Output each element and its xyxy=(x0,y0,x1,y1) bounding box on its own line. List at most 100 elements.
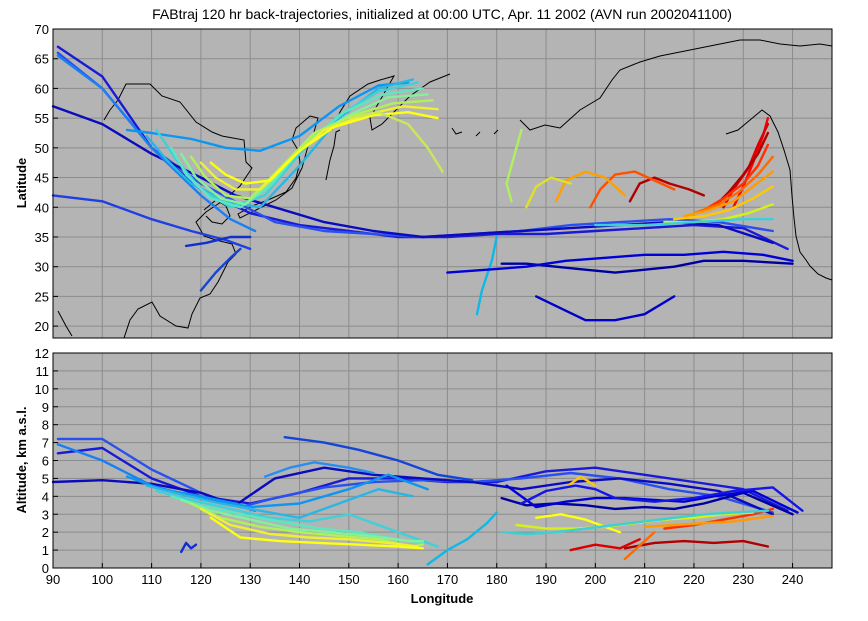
trajectory-line-29 xyxy=(525,176,572,209)
trajectory-line-32 xyxy=(535,295,676,322)
trajectory-line-20 xyxy=(702,143,770,212)
map-panel-background xyxy=(53,29,832,338)
longitude-tick-label: 110 xyxy=(141,572,162,587)
trajectory-line-27 xyxy=(589,170,676,209)
latitude-tick-label: 20 xyxy=(35,319,49,334)
trajectory-line-26 xyxy=(628,176,705,203)
latitude-tick-label: 65 xyxy=(35,52,49,67)
trajectory-line-6 xyxy=(145,484,415,519)
trajectory-line-9 xyxy=(179,498,424,543)
trajectory-line-12 xyxy=(209,516,424,550)
trajectory-line-15 xyxy=(199,247,242,292)
latitude-tick-label: 35 xyxy=(35,230,49,245)
altitude-tick-label: 7 xyxy=(42,436,49,451)
trajectory-line-28 xyxy=(520,484,804,512)
coastlines xyxy=(57,39,833,339)
trajectory-line-26 xyxy=(500,491,794,516)
altitude-tick-label: 1 xyxy=(42,543,49,558)
latitude-axis-label: Latitude xyxy=(14,158,29,209)
trajectory-line-27 xyxy=(505,484,799,514)
trajectory-line-16 xyxy=(426,511,498,566)
trajectory-line-2 xyxy=(56,437,774,514)
latitude-tick-label: 25 xyxy=(35,289,49,304)
longitude-axis-label: Longitude xyxy=(411,591,474,606)
longitude-tick-label: 150 xyxy=(338,572,360,587)
trajectory-line-15 xyxy=(263,461,375,478)
coastline-kamchatka xyxy=(331,73,451,131)
trajectory-line-13 xyxy=(209,110,439,185)
trajectory-line-25 xyxy=(594,217,774,227)
trajectory-line-4 xyxy=(51,194,252,251)
longitude-tick-labels: 90 100 110 120 130 140 150 160 170 180 190 200 210 22… xyxy=(46,563,804,587)
altitude-tick-label: 8 xyxy=(42,418,49,433)
altitude-tick-label: 3 xyxy=(42,507,49,522)
trajectory-line-23 xyxy=(673,185,774,221)
latitude-tick-label: 70 xyxy=(35,22,49,37)
trajectory-line-20 xyxy=(623,531,656,561)
map-panel-frame xyxy=(52,28,833,339)
coastline-aleutians xyxy=(451,127,499,137)
longitude-tick-label: 200 xyxy=(584,572,606,587)
trajectory-line-7 xyxy=(155,489,439,548)
latitude-tick-labels: 20 25 30 35 40 45 50 55 60 65 70 xyxy=(35,22,58,334)
longitude-tick-label: 160 xyxy=(387,572,409,587)
trajectory-line-13 xyxy=(179,541,198,554)
trajectory-line-5 xyxy=(56,54,257,233)
coastline-asia xyxy=(57,83,253,339)
trajectory-line-11 xyxy=(199,507,419,548)
latitude-tick-label: 40 xyxy=(35,200,49,215)
trajectory-line-19 xyxy=(663,507,774,530)
coastline-japan xyxy=(237,115,319,219)
longitude-tick-label: 100 xyxy=(91,572,113,587)
trajectory-line-22 xyxy=(682,170,774,218)
latitude-tick-label: 60 xyxy=(35,81,49,96)
trajectory-line-17 xyxy=(623,539,770,550)
altitude-tick-label: 5 xyxy=(42,471,49,486)
trajectory-line-6 xyxy=(125,81,410,153)
altitude-tick-label: 9 xyxy=(42,400,49,415)
altitude-tick-label: 11 xyxy=(36,364,50,379)
longitude-tick-label: 120 xyxy=(190,572,212,587)
longitude-tick-label: 130 xyxy=(239,572,261,587)
trajectory-line-14 xyxy=(283,436,474,482)
altitude-axis-label: Altitude, km a.s.l. xyxy=(14,407,29,514)
altitude-tick-label: 10 xyxy=(35,382,49,397)
trajectory-line-9 xyxy=(170,87,424,209)
altitude-tick-label: 6 xyxy=(42,454,49,469)
longitude-tick-label: 180 xyxy=(486,572,508,587)
trajectory-line-14 xyxy=(347,110,444,173)
coastline-north-america xyxy=(725,109,833,281)
trajectory-line-21 xyxy=(692,155,774,215)
longitude-tick-label: 210 xyxy=(634,572,656,587)
trajectory-line-18 xyxy=(569,538,641,552)
map-panel: 20 25 30 35 40 45 50 55 60 65 70 Latitude xyxy=(14,22,833,339)
altitude-tick-label: 4 xyxy=(42,489,49,504)
latitude-tick-label: 55 xyxy=(35,111,49,126)
altitude-tick-label: 2 xyxy=(42,525,49,540)
trajectory-line-31 xyxy=(475,235,498,316)
trajectory-line-34 xyxy=(446,250,794,274)
trajectory-line-28 xyxy=(554,170,627,203)
trajectory-line-3 xyxy=(51,105,774,245)
longitude-tick-label: 190 xyxy=(535,572,557,587)
trajectory-line-22 xyxy=(564,475,597,489)
figure-title: FABtraj 120 hr back-trajectories, initia… xyxy=(152,6,732,22)
latitude-tick-label: 30 xyxy=(35,260,49,275)
trajectory-line-21 xyxy=(643,514,774,528)
coastline-alaska xyxy=(519,39,833,131)
longitude-tick-label: 230 xyxy=(732,572,754,587)
trajectory-line-30 xyxy=(505,128,523,203)
latitude-tick-label: 45 xyxy=(35,171,49,186)
altitude-tick-label: 0 xyxy=(42,561,49,576)
trajectory-line-3 xyxy=(51,466,774,516)
altitude-trajectories xyxy=(51,436,804,566)
longitude-tick-label: 240 xyxy=(782,572,804,587)
coastline-sakhalin xyxy=(325,129,341,181)
trajectory-line-25 xyxy=(500,509,770,536)
trajectory-line-16 xyxy=(184,235,252,248)
longitude-tick-label: 90 xyxy=(46,572,60,587)
map-trajectories xyxy=(51,45,794,322)
